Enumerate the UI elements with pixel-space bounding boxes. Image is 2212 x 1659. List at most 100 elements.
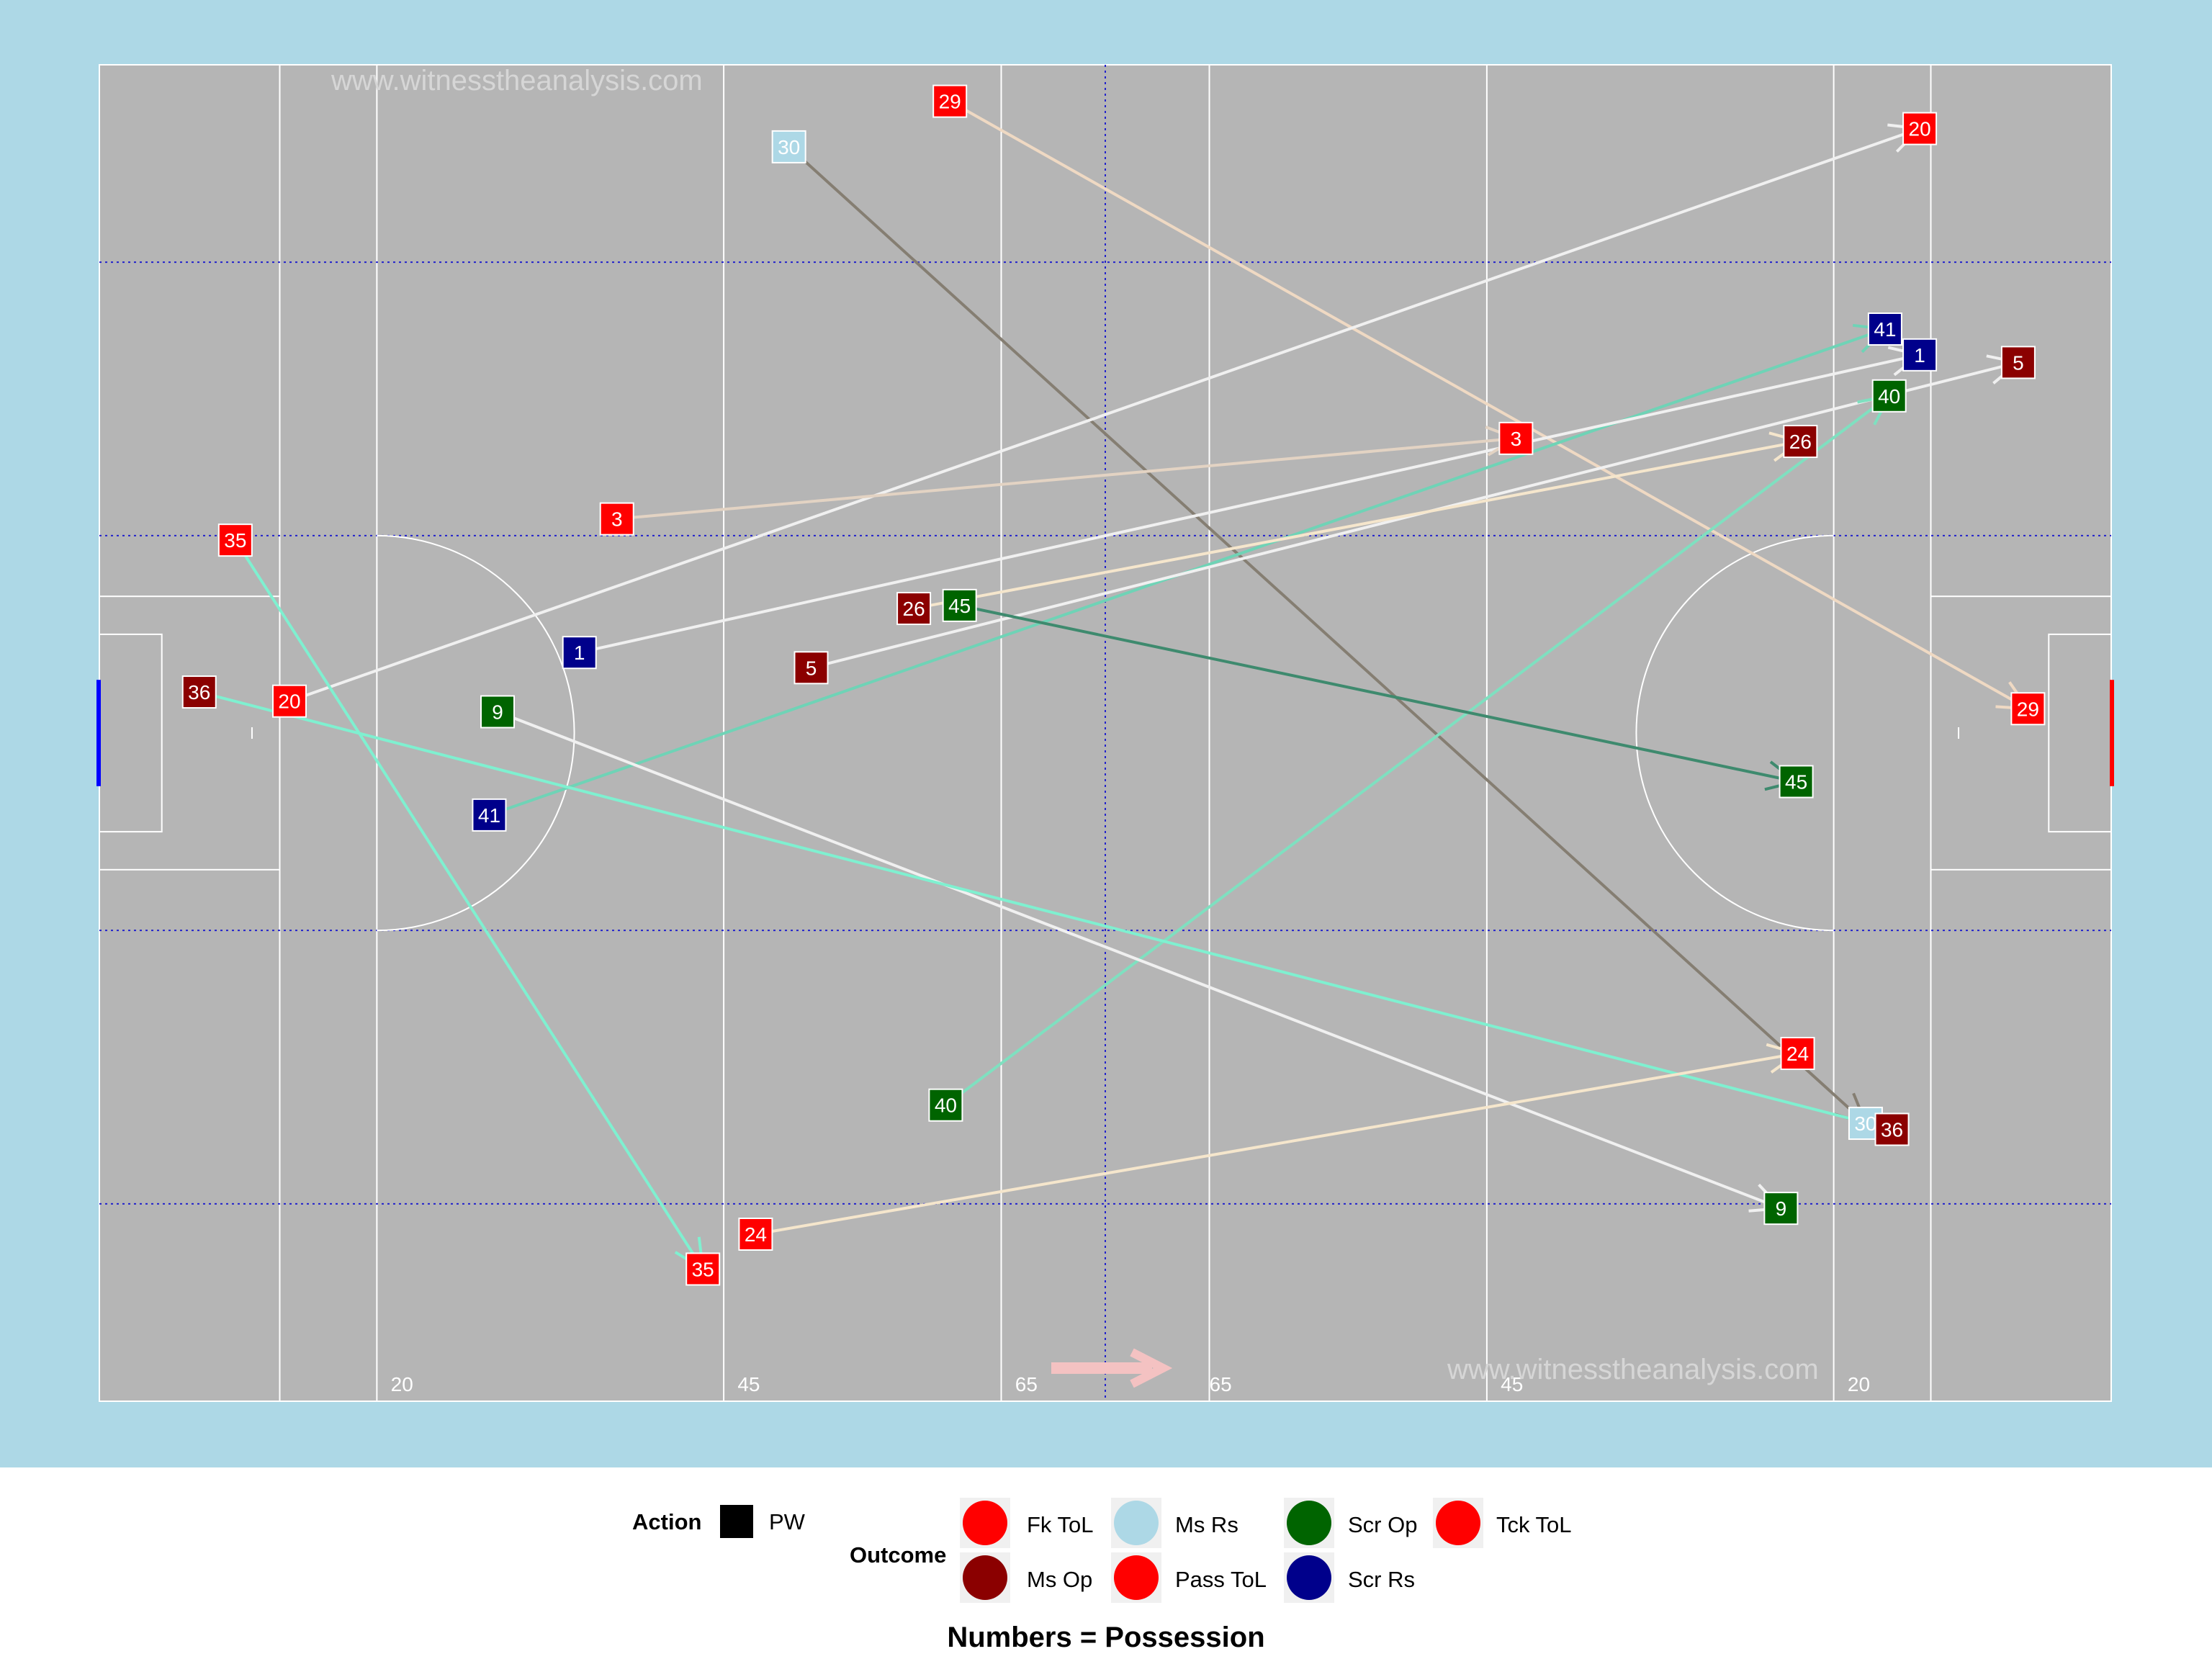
pass-line xyxy=(497,710,1782,1210)
possession-label: 9 xyxy=(1776,1197,1787,1220)
possession-label: 40 xyxy=(935,1094,957,1117)
direction-arrow-head xyxy=(1130,1348,1173,1388)
pass-line xyxy=(234,539,704,1270)
d-arc-right xyxy=(1635,534,1834,932)
possession-label: 24 xyxy=(745,1223,767,1246)
start-marker xyxy=(599,502,634,536)
possession-label: 41 xyxy=(1874,318,1896,341)
possession-label: 29 xyxy=(939,91,961,113)
pass-line xyxy=(579,353,1920,655)
legend: Action PW Outcome Fk ToL Ms Op Ms Rs Pas… xyxy=(0,1467,2212,1659)
goal-right xyxy=(2110,680,2114,786)
legend-label-ms-rs: Ms Rs xyxy=(1175,1512,1238,1537)
possession-label: 30 xyxy=(1854,1112,1876,1135)
pass-line xyxy=(949,99,2029,710)
possession-label: 24 xyxy=(1786,1043,1809,1065)
start-marker xyxy=(942,588,977,622)
legend-label-scr-op: Scr Op xyxy=(1348,1512,1418,1537)
end-marker xyxy=(2000,346,2036,379)
start-marker xyxy=(928,1088,963,1122)
goal-left xyxy=(96,680,101,786)
distance-label: 45 xyxy=(737,1373,760,1395)
possession-label: 41 xyxy=(478,804,500,827)
possession-label: 1 xyxy=(574,642,585,664)
legend-action-label: PW xyxy=(769,1509,805,1534)
possession-label: 5 xyxy=(2013,351,2024,374)
possession-label: 5 xyxy=(806,657,817,679)
possession-label: 1 xyxy=(1914,344,1925,367)
pitch-chart-area: 20 45 65 65 45 20 30 30 29 29 20 20 41 41 1 1 5 5 3 3 26 26 40… xyxy=(0,0,2212,1467)
distance-label: 20 xyxy=(1848,1373,1870,1395)
possession-label: 26 xyxy=(1789,431,1812,453)
possession-label: 29 xyxy=(2017,698,2039,720)
start-marker xyxy=(793,651,829,685)
legend-label-fk-tol: Fk ToL xyxy=(1027,1512,1094,1537)
end-marker xyxy=(1871,379,1907,413)
pass-line xyxy=(616,436,1516,521)
caption: Numbers = Possession xyxy=(947,1622,1265,1653)
pass-line xyxy=(199,691,1893,1131)
end-marker xyxy=(1763,1192,1799,1226)
end-marker xyxy=(685,1252,721,1286)
start-marker xyxy=(896,592,932,626)
legend-action-title: Action xyxy=(632,1509,702,1534)
possession-label: 30 xyxy=(778,136,800,158)
pass-line xyxy=(788,145,1867,1125)
legend-dot-scr-rs xyxy=(1287,1555,1331,1600)
distance-label: 20 xyxy=(391,1373,413,1395)
end-marker xyxy=(1498,421,1534,455)
possession-label: 9 xyxy=(492,701,503,723)
possession-label: 3 xyxy=(611,508,623,531)
possession-label: 20 xyxy=(1909,118,1931,140)
end-marker xyxy=(1874,1112,1910,1146)
possession-label: 36 xyxy=(188,681,210,703)
start-marker xyxy=(472,798,507,832)
start-marker xyxy=(181,675,217,709)
possession-label: 3 xyxy=(1511,428,1522,450)
watermark-top: www.witnesstheanalysis.com xyxy=(331,65,703,96)
end-marker xyxy=(1780,1037,1815,1071)
possession-label: 36 xyxy=(1881,1118,1903,1141)
end-marker xyxy=(1779,765,1814,799)
possession-label: 20 xyxy=(278,691,300,713)
end-marker xyxy=(1867,312,1902,346)
start-marker xyxy=(932,84,968,118)
legend-dot-pass-tol xyxy=(1114,1555,1159,1600)
legend-dot-scr-op xyxy=(1287,1501,1331,1545)
possession-label: 45 xyxy=(948,595,971,617)
start-marker xyxy=(562,636,597,670)
possession-label: 26 xyxy=(903,598,925,620)
legend-dot-tck-tol xyxy=(1436,1501,1480,1545)
pass-line xyxy=(945,395,1890,1107)
watermark-bottom: www.witnesstheanalysis.com xyxy=(1447,1354,1819,1385)
end-marker xyxy=(1783,425,1818,459)
start-marker xyxy=(480,695,516,729)
distance-label: 45 xyxy=(1501,1373,1523,1395)
start-marker xyxy=(738,1218,773,1251)
legend-label-pass-tol: Pass ToL xyxy=(1175,1567,1267,1592)
possession-label: 35 xyxy=(692,1259,714,1281)
legend-dot-ms-op xyxy=(963,1555,1007,1600)
possession-label: 40 xyxy=(1878,385,1900,408)
legend-action-swatch xyxy=(720,1505,753,1538)
legend-outcome-title: Outcome xyxy=(850,1542,947,1568)
distance-label: 65 xyxy=(1210,1373,1232,1395)
pass-line xyxy=(755,1052,1798,1236)
end-marker xyxy=(1902,338,1938,372)
legend-label-tck-tol: Tck ToL xyxy=(1496,1512,1572,1537)
possession-label: 45 xyxy=(1785,770,1807,793)
start-marker xyxy=(217,523,253,557)
start-marker xyxy=(271,684,307,718)
distance-label: 65 xyxy=(1015,1373,1038,1395)
end-marker xyxy=(2010,692,2046,726)
end-marker xyxy=(1902,112,1938,145)
legend-label-ms-op: Ms Op xyxy=(1027,1567,1093,1592)
legend-dot-ms-rs xyxy=(1114,1501,1159,1545)
pitch: 20 45 65 65 45 20 30 30 29 29 20 20 41 41 1 1 5 5 3 3 26 26 40… xyxy=(96,64,2114,1402)
start-marker xyxy=(771,130,806,163)
pass-line xyxy=(913,440,1801,611)
possession-label: 35 xyxy=(224,529,246,552)
pass-line xyxy=(959,603,1797,783)
legend-dot-fk-tol xyxy=(963,1501,1007,1545)
legend-label-scr-rs: Scr Rs xyxy=(1348,1567,1415,1592)
